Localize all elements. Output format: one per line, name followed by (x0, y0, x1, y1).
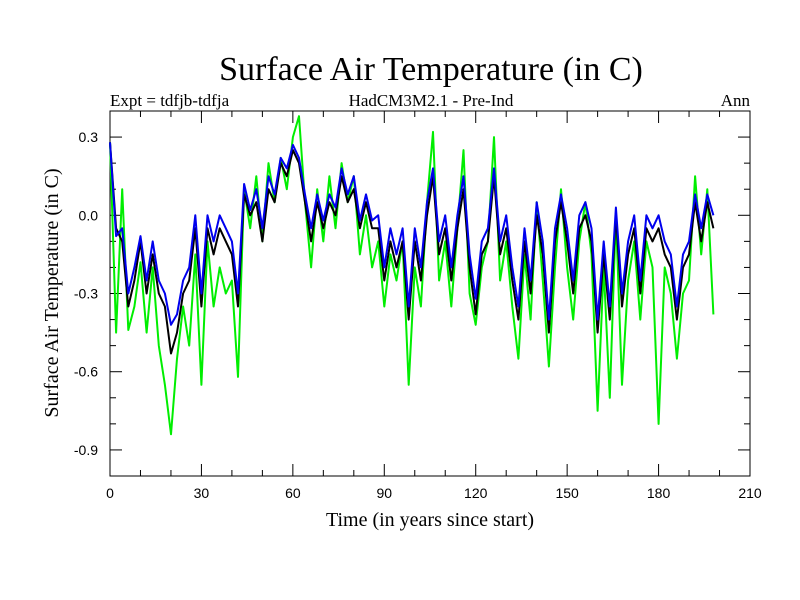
x-tick-label: 150 (555, 485, 579, 501)
y-tick-label: -0.3 (74, 286, 98, 302)
experiment-label: Expt = tdfjb-tdfja (110, 91, 230, 110)
x-tick-label: 30 (194, 485, 210, 501)
model-label: HadCM3M2.1 - Pre-Ind (349, 91, 514, 110)
y-tick-label: -0.6 (74, 364, 98, 380)
period-label: Ann (721, 91, 751, 110)
x-tick-label: 0 (106, 485, 114, 501)
y-axis-label: Surface Air Temperature (in C) (41, 168, 63, 417)
series-line-green (109, 115, 715, 436)
series-layer (109, 115, 715, 436)
y-tick-label: 0.3 (79, 129, 99, 145)
series-line-blue (109, 142, 715, 326)
x-axis-label: Time (in years since start) (326, 509, 534, 531)
x-tick-label: 60 (285, 485, 301, 501)
x-tick-label: 210 (738, 485, 762, 501)
tick-layer: 0 30 60 90 120 150 180 210 0.3 0.0 -0.3 -0.6 -0.9 (74, 110, 762, 501)
y-tick-label: -0.9 (74, 442, 98, 458)
x-tick-label: 180 (647, 485, 671, 501)
y-tick-label: 0.0 (79, 207, 99, 223)
chart-title: Surface Air Temperature (in C) (219, 51, 643, 88)
x-tick-label: 90 (376, 485, 392, 501)
x-tick-label: 120 (464, 485, 488, 501)
